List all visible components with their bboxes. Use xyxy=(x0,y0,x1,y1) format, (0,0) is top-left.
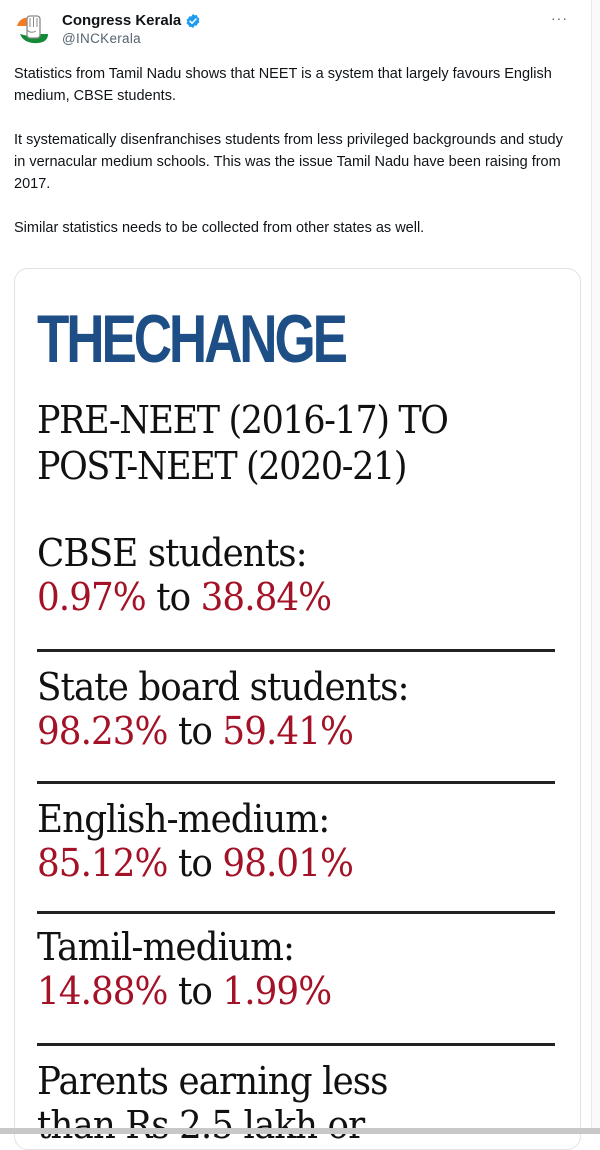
congress-hand-logo-icon xyxy=(17,15,48,44)
tweet-paragraph: It systematically disenfranchises studen… xyxy=(14,132,563,192)
stat-from: 0.97% xyxy=(37,575,147,619)
stat-label: English-medium: xyxy=(37,797,330,841)
stat-tamil-medium: Tamil-medium: 14.88% to 1.99% xyxy=(37,925,557,1013)
stat-to: 59.41% xyxy=(222,709,354,753)
tweet-paragraph: Similar statistics needs to be collected… xyxy=(14,220,425,236)
stat-values: 14.88% to 1.99% xyxy=(37,969,526,1013)
infographic-subtitle: PRE-NEET (2016-17) TO POST-NEET (2020-21… xyxy=(37,397,449,489)
divider xyxy=(37,649,555,652)
stat-label: State board students: xyxy=(37,665,410,709)
media-image[interactable]: THECHANGE PRE-NEET (2016-17) TO POST-NEE… xyxy=(14,268,581,1150)
stat-connector: to xyxy=(178,841,213,885)
tweet-text: Statistics from Tamil Nadu shows that NE… xyxy=(14,63,574,261)
stat-label: Parents earning less xyxy=(37,1059,389,1103)
scrollbar-track[interactable] xyxy=(591,0,600,1134)
name-row: Congress Kerala xyxy=(62,12,201,29)
more-options-icon[interactable]: ··· xyxy=(551,10,568,26)
stat-values: 0.97% to 38.84% xyxy=(37,575,526,619)
stat-connector: to xyxy=(156,575,191,619)
tweet-paragraph: Statistics from Tamil Nadu shows that NE… xyxy=(14,66,552,104)
stat-connector: to xyxy=(178,969,213,1013)
tweet-header: Congress Kerala @INCKerala ··· xyxy=(0,0,592,55)
divider xyxy=(37,911,555,914)
handle[interactable]: @INCKerala xyxy=(62,31,141,46)
subtitle-line-1: PRE-NEET (2016-17) TO xyxy=(37,398,449,442)
stat-state-board: State board students: 98.23% to 59.41% xyxy=(37,665,557,753)
stat-english-medium: English-medium: 85.12% to 98.01% xyxy=(37,797,557,885)
stat-from: 85.12% xyxy=(37,841,169,885)
verified-badge-icon xyxy=(186,13,200,28)
stat-to: 1.99% xyxy=(222,969,332,1013)
display-name[interactable]: Congress Kerala xyxy=(62,12,182,29)
stat-to: 98.01% xyxy=(222,841,354,885)
divider xyxy=(37,1043,555,1046)
stat-values: 85.12% to 98.01% xyxy=(37,841,526,885)
stat-from: 14.88% xyxy=(37,969,169,1013)
stat-label-cut: than Rs 2.5 lakh or xyxy=(37,1103,365,1147)
stat-connector: to xyxy=(178,709,213,753)
stat-values: 98.23% to 59.41% xyxy=(37,709,526,753)
stat-label: Tamil-medium: xyxy=(37,925,295,969)
stat-to: 38.84% xyxy=(200,575,333,619)
bottom-edge xyxy=(0,1128,600,1134)
subtitle-line-2: POST-NEET (2020-21) xyxy=(37,444,408,488)
stat-label: CBSE students: xyxy=(37,531,308,575)
divider xyxy=(37,781,555,784)
infographic-title: THECHANGE xyxy=(37,301,348,377)
avatar[interactable] xyxy=(14,10,52,48)
stat-cbse: CBSE students: 0.97% to 38.84% xyxy=(37,531,557,619)
stat-from: 98.23% xyxy=(37,709,169,753)
